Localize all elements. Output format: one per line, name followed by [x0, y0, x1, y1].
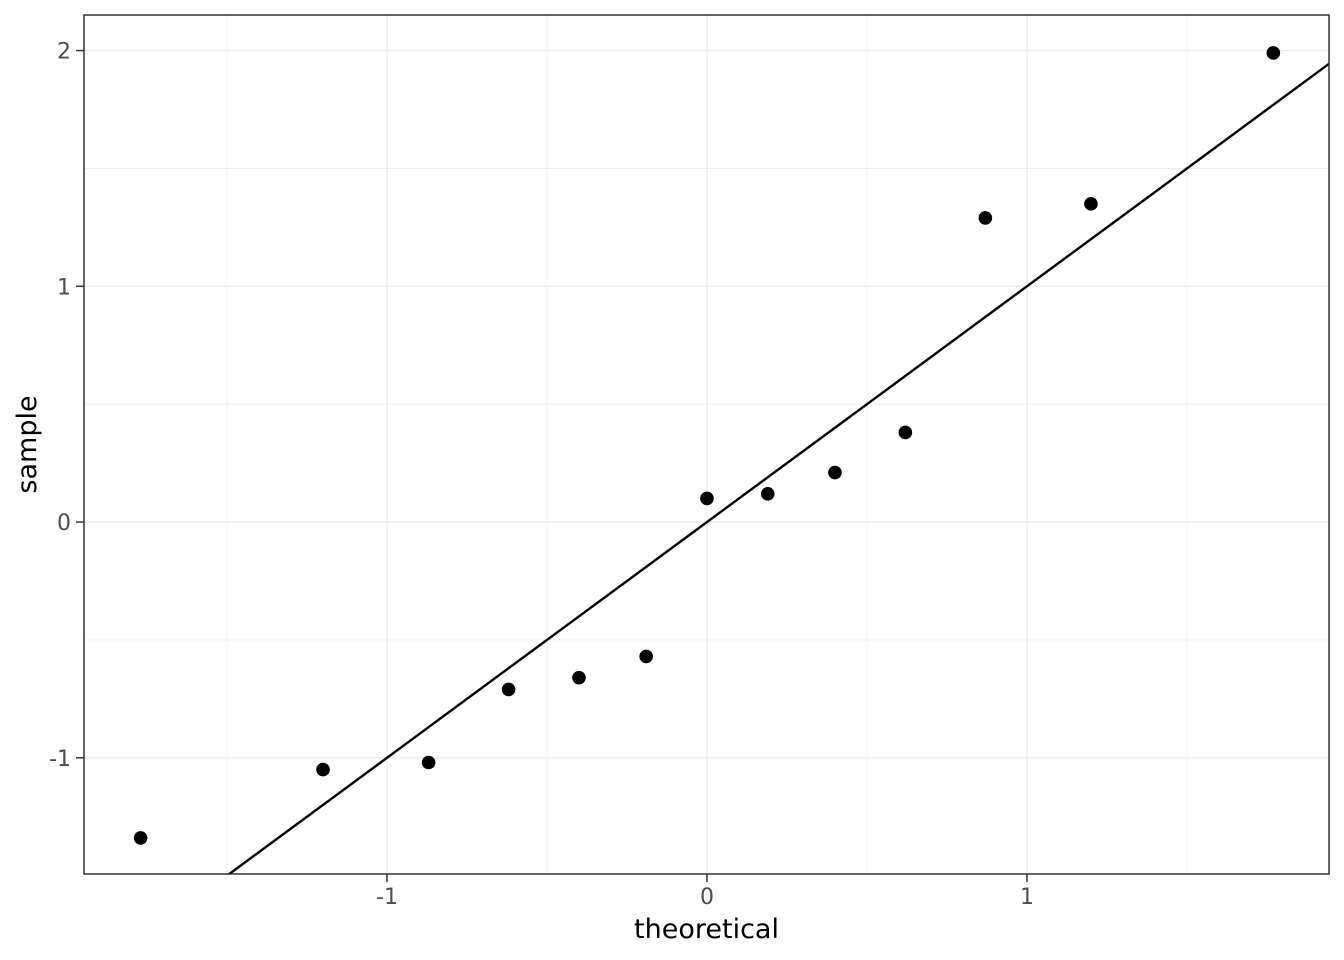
y-axis-tick-labels: -1 0 1 2	[49, 40, 71, 772]
y-tick-label: 0	[57, 511, 71, 536]
data-point	[978, 211, 993, 225]
data-point	[421, 755, 436, 770]
x-tick-label: -1	[376, 885, 398, 910]
data-point	[1084, 197, 1098, 211]
y-tick-label: -1	[49, 747, 71, 772]
data-point	[760, 486, 775, 501]
data-point	[572, 670, 586, 685]
data-point	[316, 762, 330, 777]
data-point	[639, 649, 653, 664]
data-point	[501, 682, 516, 697]
y-tick-label: 2	[57, 40, 71, 65]
x-axis-title: theoretical	[634, 914, 779, 945]
data-points	[133, 46, 1281, 845]
axis-tick-marks	[76, 49, 1028, 882]
data-point	[898, 425, 913, 440]
data-point	[700, 491, 714, 506]
major-gridlines	[84, 15, 1329, 874]
data-point	[133, 831, 148, 845]
y-axis-title: sample	[12, 395, 43, 493]
data-point	[828, 465, 842, 480]
y-tick-label: 1	[57, 275, 71, 300]
x-tick-label: 1	[1020, 885, 1034, 910]
reference-line	[227, 62, 1329, 874]
x-tick-label: 0	[700, 885, 714, 910]
x-axis-tick-labels: -1 0 1	[376, 885, 1034, 910]
data-point	[1266, 46, 1281, 60]
